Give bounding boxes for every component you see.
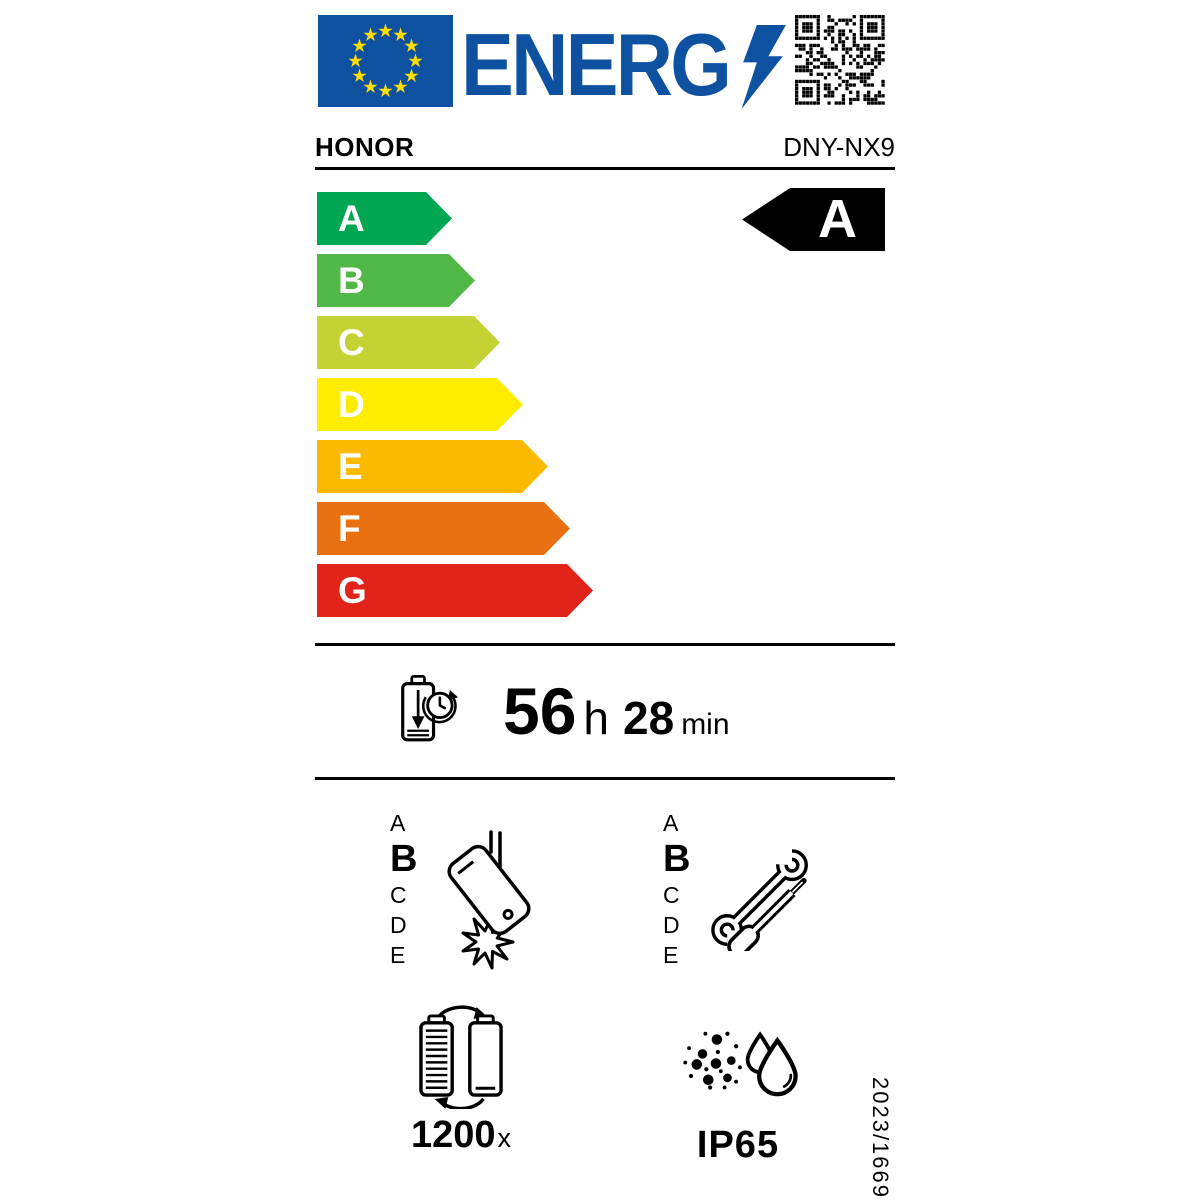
regulation-number: 2023/1669	[868, 1077, 893, 1199]
energy-lightning-icon	[741, 25, 786, 109]
eu-energy-label: ENERG HONOR DNY-NX9 A B C D E F G A	[315, 15, 895, 1199]
water-drops	[745, 1031, 798, 1097]
endurance-hours: 56	[503, 674, 577, 748]
efficiency-scale: A B C D E F G	[317, 192, 593, 626]
eu-flag-icon	[318, 15, 453, 107]
class-arrow-d: D	[317, 378, 523, 431]
model-number: DNY-NX9	[783, 132, 895, 162]
class-letter: B	[663, 838, 691, 880]
class-letter: E	[390, 942, 406, 968]
endurance-minutes: 28	[623, 692, 675, 744]
class-arrow-label: F	[338, 508, 361, 549]
battery-clock-icon	[401, 675, 458, 742]
fall-resistance-section: A B C D E	[390, 808, 600, 983]
class-arrow-e: E	[317, 440, 548, 493]
energy-logo-text: ENERG	[461, 15, 732, 114]
endurance-minutes-unit: min	[681, 708, 730, 741]
repair-tools-icon	[711, 849, 808, 951]
dust-water-icon	[682, 1031, 798, 1097]
battery-cycles-section: 1200x	[351, 1003, 571, 1157]
class-arrow-label: D	[338, 384, 365, 425]
class-arrow-label: A	[338, 198, 365, 239]
class-arrow-a: A	[317, 192, 452, 245]
endurance-hours-unit: h	[583, 692, 610, 744]
class-arrow-c: C	[317, 316, 500, 369]
class-letter: A	[390, 810, 406, 836]
falling-phone-icon	[447, 830, 531, 970]
class-arrow-label: G	[338, 570, 367, 611]
class-arrow-label: C	[338, 322, 365, 363]
class-letter: B	[390, 838, 418, 880]
divider	[315, 643, 895, 646]
dust-dots	[682, 1031, 742, 1090]
cycles-number: 1200	[410, 1114, 496, 1156]
class-letter: D	[663, 912, 680, 938]
battery-endurance-section: 56 h 28 min	[400, 668, 880, 758]
battery-endurance-value: 56 h 28 min	[503, 678, 730, 744]
battery-cycles-value: 1200x	[351, 1114, 571, 1157]
ingress-protection-section: IP65	[658, 1027, 818, 1167]
repair-class-scale: A B C D E	[663, 808, 690, 970]
rating-indicator-arrow: A	[742, 188, 885, 251]
repairability-section: A B C D E	[663, 808, 873, 983]
rating-letter: A	[818, 189, 857, 249]
qr-code	[795, 15, 885, 105]
ip-rating: IP65	[696, 1124, 780, 1166]
divider	[315, 777, 895, 780]
class-letter: A	[663, 810, 679, 836]
class-arrow-g: G	[317, 564, 593, 617]
eu-flag-stars	[348, 23, 423, 98]
class-letter: C	[390, 882, 407, 908]
battery-cycles-icon	[419, 1005, 503, 1111]
brand-name: HONOR	[315, 132, 415, 162]
class-arrow-label: B	[338, 260, 365, 301]
class-letter: C	[663, 882, 680, 908]
class-letter: E	[663, 942, 679, 968]
fall-class-scale: A B C D E	[390, 808, 417, 970]
cycles-unit: x	[497, 1123, 512, 1153]
class-arrow-f: F	[317, 502, 570, 555]
class-arrow-label: E	[338, 446, 363, 487]
class-arrow-b: B	[317, 254, 475, 307]
brand-row: HONOR DNY-NX9	[315, 132, 895, 170]
class-letter: D	[390, 912, 407, 938]
